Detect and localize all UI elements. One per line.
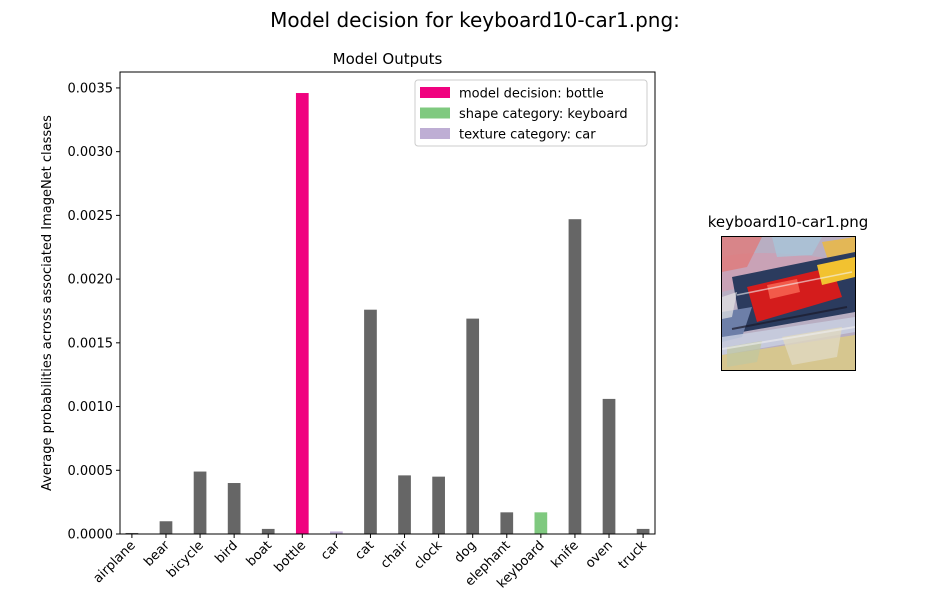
figure-title: Model decision for keyboard10-car1.png: [270,8,680,32]
bar-airplane [125,532,139,534]
legend-box [414,79,648,147]
x-tick-label-bottle: bottle [272,538,309,575]
y-tick-label: 0.0015 [68,336,114,351]
x-tick-label-bird: bird [213,538,241,566]
x-tick-label-chair: chair [378,538,412,572]
x-tick-label-oven: oven [583,538,616,571]
x-tick-label-cat: cat [352,538,377,563]
bars-layer [125,93,650,535]
bar-cat [364,309,377,534]
bar-bicycle [193,471,207,534]
bar-boat [261,528,275,534]
x-tick-label-bicycle: bicycle [164,538,207,581]
chart-legend: model decision: bottle shape category: ke… [414,79,648,147]
bar-chair [398,475,411,534]
x-tick-label-clock: clock [411,538,446,573]
plot-frame [119,71,656,535]
bar-oven [602,398,616,534]
y-tick-label: 0.0030 [68,145,114,160]
legend-label: texture category: car [459,128,596,143]
legend-swatch [420,128,450,139]
stimulus-image [721,236,856,371]
bar-knife [568,219,582,534]
y-tick-label: 0.0025 [68,209,114,224]
legend-label: model decision: bottle [459,87,604,102]
x-tick-label-dog: dog [452,538,480,566]
y-axis-label: Average probabilities across associated … [40,115,55,491]
stimulus-image-art [722,237,855,370]
bar-clock [432,476,445,534]
x-tick-label-boat: boat [244,538,275,569]
y-tick-label: 0.0000 [68,528,114,543]
bar-bear [159,521,173,534]
x-tick-label-knife: knife [549,538,582,571]
bar-bottle [295,93,309,535]
x-tick-label-airplane: airplane [91,538,139,586]
y-tick-label: 0.0035 [68,81,114,96]
bar-elephant [500,512,514,534]
y-tick-label: 0.0005 [68,464,114,479]
legend-label: shape category: keyboard [459,107,628,122]
image-panel-title: keyboard10-car1.png [707,213,869,231]
bar-car [330,531,343,534]
x-tick-label-truck: truck [616,538,651,573]
y-tick-label: 0.0010 [68,400,114,415]
bar-truck [636,528,650,534]
y-tick-label: 0.0020 [68,273,114,288]
chart-title: Model Outputs [333,50,443,68]
legend-swatch [420,107,450,119]
bar-keyboard [534,512,548,534]
legend-swatch [420,87,450,98]
bar-bird [227,483,241,534]
bar-dog [466,318,480,534]
x-tick-label-car: car [318,538,344,564]
